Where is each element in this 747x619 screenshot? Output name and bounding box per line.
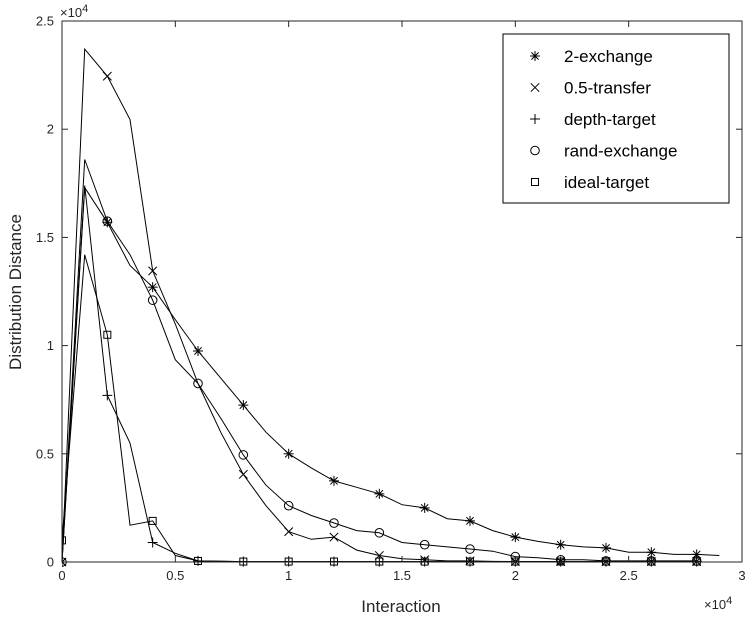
- legend-marker: [530, 145, 540, 156]
- series-marker-2-exchange: [374, 488, 385, 499]
- legend-label: ideal-target: [564, 173, 649, 192]
- y-tick-label: 1.5: [36, 230, 54, 245]
- series-marker-2-exchange: [419, 502, 430, 513]
- series-marker-rand-exchange: [555, 555, 566, 565]
- series-marker-depth-target: [102, 390, 113, 401]
- x-tick-label: 2: [512, 568, 519, 583]
- legend: 2-exchange 0.5-transfer depth-target rand-e…: [502, 33, 730, 204]
- series-marker-0-5-transfer: [329, 532, 339, 542]
- series-marker-0-5-transfer: [102, 71, 112, 81]
- series-marker-rand-exchange: [102, 216, 113, 226]
- series-marker-rand-exchange: [374, 527, 385, 538]
- series-marker-depth-target: [147, 537, 158, 548]
- series-marker-2-exchange: [193, 346, 203, 357]
- y-tick-label: 0: [47, 555, 54, 570]
- series-marker-2-exchange: [283, 448, 294, 459]
- y-axis-label: Distribution Distance: [6, 214, 25, 370]
- legend-item: 0.5-transfer: [530, 79, 651, 98]
- series-marker-ideal-target: [148, 516, 157, 525]
- series-marker-0-5-transfer: [238, 469, 248, 479]
- legend-item: ideal-target: [531, 173, 649, 192]
- series-marker-2-exchange: [646, 547, 657, 558]
- legend-marker: [530, 82, 540, 93]
- series-marker-rand-exchange: [238, 450, 249, 460]
- legend-label: rand-exchange: [564, 142, 677, 161]
- series-marker-0-5-transfer: [284, 527, 294, 537]
- series-marker-0-5-transfer: [62, 557, 67, 567]
- x-axis-label: Interaction: [361, 597, 440, 616]
- series-marker-2-exchange: [555, 539, 566, 550]
- series-marker-2-exchange: [147, 282, 158, 293]
- x-tick-label: 3: [738, 568, 745, 583]
- series-marker-2-exchange: [238, 400, 249, 411]
- legend-marker: [531, 178, 539, 186]
- series-marker-2-exchange: [510, 532, 521, 543]
- y-multiplier-label: ×104: [60, 3, 88, 20]
- series-marker-2-exchange: [601, 542, 611, 553]
- y-tick-label: 2: [47, 122, 54, 137]
- series-marker-rand-exchange: [329, 518, 339, 528]
- x-tick-label: 1: [285, 568, 292, 583]
- x-tick-label: 0.5: [166, 568, 184, 583]
- series-marker-2-exchange: [465, 515, 475, 526]
- series-marker-0-5-transfer: [148, 266, 158, 276]
- series-marker-rand-exchange: [419, 539, 430, 550]
- series-marker-ideal-target: [103, 330, 112, 339]
- series-marker-2-exchange: [329, 475, 339, 486]
- x-tick-label: 0: [58, 568, 65, 583]
- legend-item: depth-target: [530, 110, 656, 129]
- legend-label: 0.5-transfer: [564, 79, 651, 98]
- x-tick-label: 1.5: [393, 568, 411, 583]
- axes: 0 0.5 1 1.5 2 2.5 3 0 0.5 1 1.5 2 2.5: [36, 14, 746, 584]
- series-marker-ideal-target: [62, 536, 66, 545]
- series-marker-rand-exchange: [283, 500, 294, 511]
- x-multiplier-label: ×104: [704, 595, 732, 612]
- series-marker-rand-exchange: [465, 544, 475, 554]
- legend-item: rand-exchange: [530, 142, 677, 161]
- y-tick-label: 2.5: [36, 14, 54, 29]
- y-tick-label: 1: [47, 338, 54, 353]
- series-line-rand-exchange: [62, 159, 697, 563]
- series-marker-rand-exchange: [147, 295, 158, 305]
- series-marker-rand-exchange: [193, 378, 203, 389]
- y-tick-label: 0.5: [36, 446, 54, 461]
- x-tick-label: 2.5: [620, 568, 638, 583]
- legend-item: 2-exchange: [530, 47, 653, 66]
- legend-marker: [530, 114, 540, 124]
- legend-label: depth-target: [564, 110, 656, 129]
- legend-box: [502, 33, 730, 204]
- series-marker-ideal-target: [194, 556, 202, 565]
- legend-label: 2-exchange: [564, 47, 653, 66]
- legend-marker: [530, 51, 540, 61]
